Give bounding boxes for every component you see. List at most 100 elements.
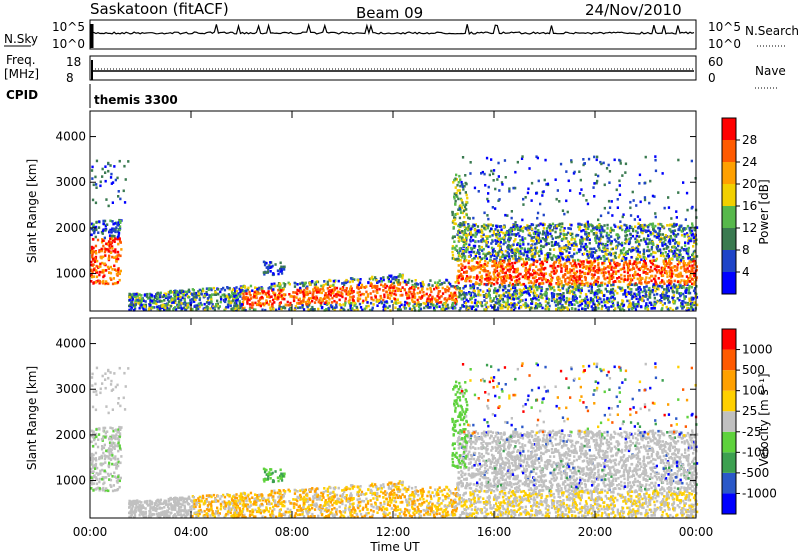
- power-cell: [464, 279, 467, 282]
- power-cell: [417, 286, 420, 290]
- power-cell: [499, 284, 502, 287]
- power-cell: [506, 263, 509, 267]
- power-cell: [197, 302, 200, 306]
- power-cell: [450, 291, 453, 295]
- power-cell: [639, 288, 642, 291]
- power-cell: [685, 270, 688, 274]
- power-cell: [321, 287, 324, 291]
- power-cell: [210, 287, 213, 290]
- power-cell: [639, 267, 642, 270]
- power-cell: [562, 275, 565, 279]
- power-cell: [441, 308, 444, 311]
- power-cell: [311, 296, 314, 300]
- power-cell: [388, 304, 391, 308]
- power-cell: [518, 292, 521, 295]
- power-cell: [502, 288, 505, 292]
- power-cell: [282, 282, 285, 285]
- power-cell: [664, 264, 667, 268]
- power-cell: [648, 270, 652, 273]
- power-cell: [477, 293, 480, 296]
- power-cell: [521, 299, 524, 302]
- power-cell: [172, 301, 175, 304]
- power-cell: [620, 277, 623, 280]
- power-cell: [169, 291, 173, 294]
- power-cell: [456, 233, 459, 236]
- power-cell: [481, 269, 484, 272]
- power-cell: [624, 237, 628, 241]
- power-cell: [591, 224, 594, 228]
- power-cell: [104, 171, 107, 174]
- power-cell: [637, 222, 640, 225]
- power-cell: [580, 245, 583, 248]
- power-cell: [300, 302, 303, 305]
- power-cell: [532, 232, 536, 235]
- power-cell: [574, 264, 578, 267]
- power-cell: [510, 302, 513, 305]
- power-cell: [304, 291, 307, 294]
- power-cell: [478, 255, 481, 259]
- power-cell: [635, 263, 638, 267]
- power-cell: [93, 257, 97, 260]
- power-cell: [299, 282, 302, 285]
- power-cell: [565, 233, 568, 236]
- power-cell: [407, 294, 410, 297]
- power-cell: [680, 233, 684, 237]
- power-cell: [329, 279, 332, 283]
- power-cell: [458, 295, 461, 299]
- power-cell: [614, 266, 617, 269]
- power-cell: [102, 255, 105, 259]
- power-cell: [516, 243, 519, 246]
- power-cell: [496, 240, 500, 243]
- power-cell: [638, 291, 641, 294]
- power-cell: [529, 280, 532, 283]
- power-cell: [494, 287, 497, 290]
- power-cell: [554, 255, 557, 258]
- power-cell: [611, 287, 615, 291]
- power-cell: [140, 303, 143, 307]
- power-cell: [476, 274, 479, 278]
- power-cell: [573, 299, 577, 302]
- power-cell: [620, 289, 623, 292]
- beam-title: Beam 09: [356, 4, 423, 22]
- power-cell: [442, 306, 445, 310]
- power-cell: [477, 290, 480, 294]
- power-cell: [92, 183, 95, 187]
- power-cell: [515, 260, 518, 264]
- power-cell: [163, 308, 166, 312]
- power-cell: [586, 245, 589, 249]
- power-cell: [636, 261, 639, 265]
- power-cell: [575, 278, 578, 282]
- power-cell: [239, 304, 242, 308]
- power-cell: [330, 301, 334, 304]
- power-cell: [437, 286, 440, 289]
- power-cell: [179, 306, 182, 309]
- power-cell: [540, 293, 543, 297]
- power-cell: [324, 292, 327, 295]
- power-cell: [622, 293, 625, 296]
- power-cell: [159, 295, 162, 299]
- power-cell: [406, 297, 409, 300]
- power-cell: [486, 226, 490, 230]
- power-cell: [312, 296, 315, 299]
- power-cell: [679, 304, 683, 308]
- power-cell: [90, 280, 93, 283]
- power-cell: [609, 290, 612, 294]
- power-cell: [562, 229, 565, 232]
- power-cell: [344, 300, 347, 303]
- power-cell: [616, 301, 619, 305]
- power-cell: [414, 285, 417, 288]
- power-cell: [692, 236, 695, 240]
- power-cell: [296, 283, 299, 286]
- power-cell: [422, 290, 425, 294]
- power-cell: [475, 308, 478, 311]
- power-cell: [474, 255, 477, 258]
- power-cell: [665, 272, 668, 275]
- power-cell: [689, 231, 692, 235]
- power-cell: [684, 295, 687, 298]
- power-cell: [119, 254, 122, 258]
- power-cell: [510, 297, 514, 301]
- power-cell: [327, 308, 331, 311]
- power-cell: [411, 286, 414, 289]
- power-cell: [507, 231, 510, 234]
- power-cell: [638, 235, 641, 238]
